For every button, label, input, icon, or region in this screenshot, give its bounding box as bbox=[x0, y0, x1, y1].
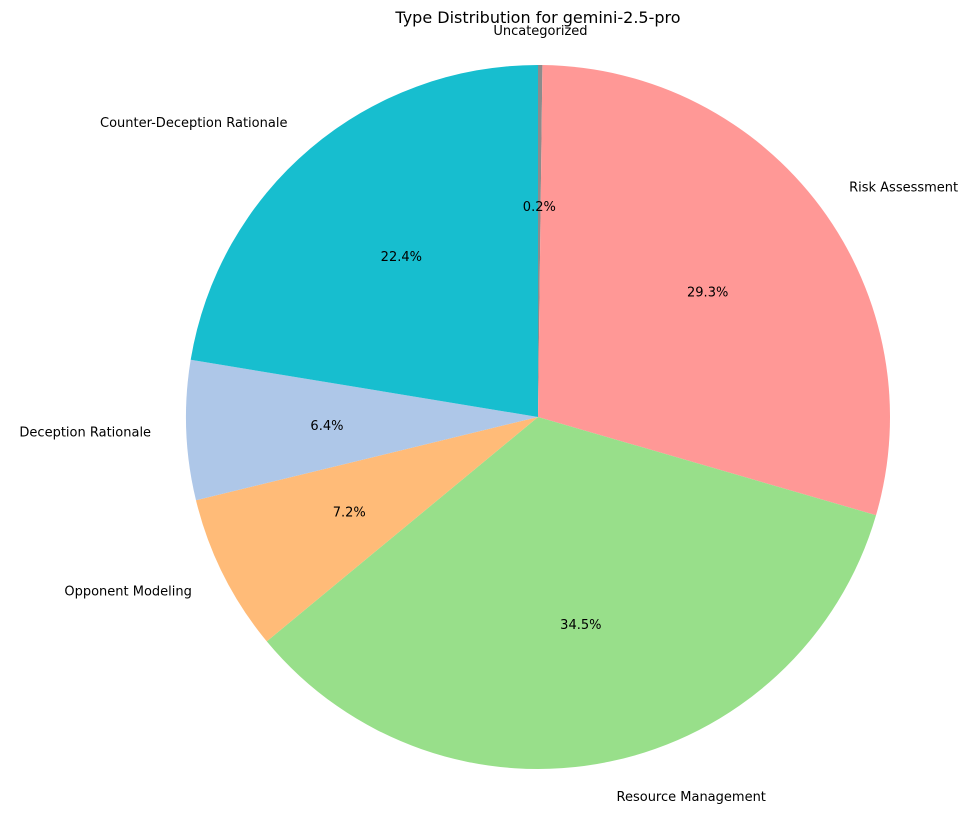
category-label-resource-management: Resource Management bbox=[617, 790, 766, 805]
pie-slice-deception-rationale bbox=[185, 359, 538, 501]
pct-label-resource-management: 34.5% bbox=[560, 618, 601, 633]
pie-slices bbox=[185, 65, 891, 770]
category-label-opponent-modeling: Opponent Modeling bbox=[64, 585, 192, 600]
pie-slice-counter-deception-rationale bbox=[190, 65, 538, 417]
pie-slice-uncategorized bbox=[538, 65, 543, 417]
chart-title: Type Distribution for gemini-2.5-pro bbox=[394, 8, 680, 27]
category-label-uncategorized: Uncategorized bbox=[493, 24, 587, 39]
pct-label-opponent-modeling: 7.2% bbox=[333, 506, 366, 521]
pie-slice-risk-assessment bbox=[538, 65, 891, 516]
pie-labels: 0.2% Uncategorized 29.3% Risk Assessment 34.… bbox=[19, 24, 958, 805]
category-label-counter-deception-rationale: Counter-Deception Rationale bbox=[100, 116, 287, 131]
pie-slice-resource-management bbox=[266, 417, 877, 770]
category-label-deception-rationale: Deception Rationale bbox=[19, 426, 151, 441]
pct-label-uncategorized: 0.2% bbox=[523, 200, 556, 215]
pct-label-counter-deception-rationale: 22.4% bbox=[381, 250, 422, 265]
pct-label-risk-assessment: 29.3% bbox=[687, 285, 728, 300]
pct-label-deception-rationale: 6.4% bbox=[310, 419, 343, 434]
pie-slice-opponent-modeling bbox=[195, 417, 538, 642]
category-label-risk-assessment: Risk Assessment bbox=[849, 180, 958, 195]
